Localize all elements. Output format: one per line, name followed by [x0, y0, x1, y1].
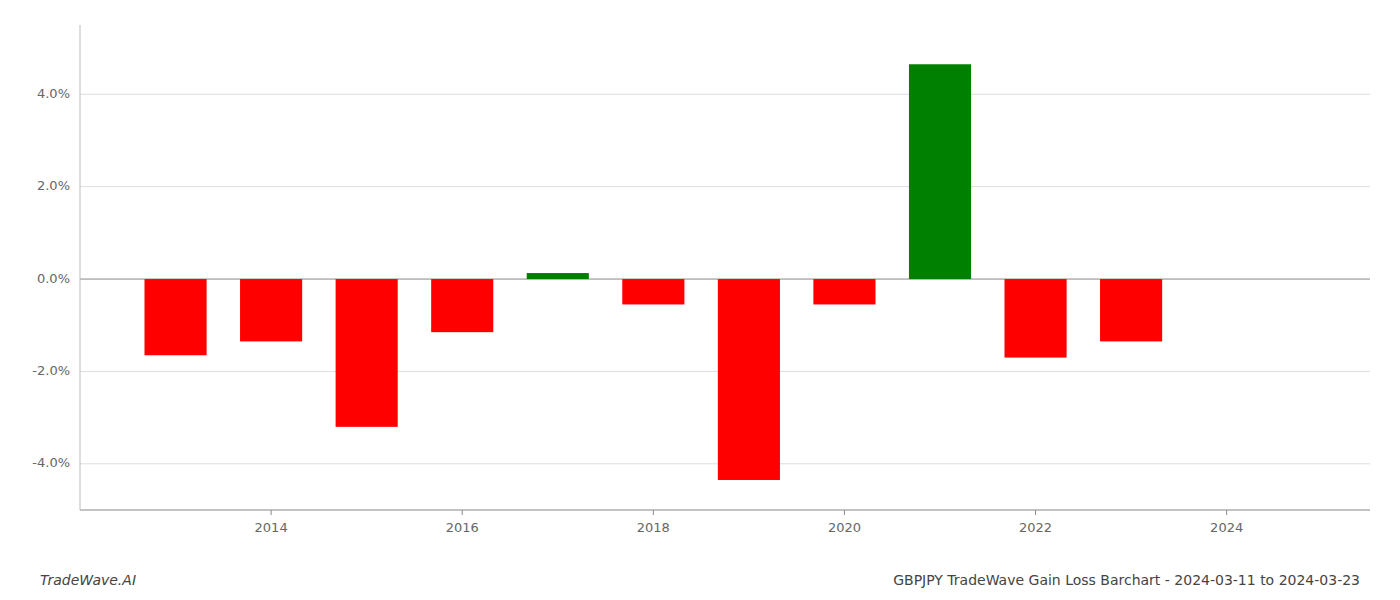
bar — [909, 64, 971, 279]
x-tick — [1035, 510, 1036, 515]
grid-line — [80, 186, 1370, 187]
bar — [622, 279, 684, 304]
y-tick-label: 4.0% — [37, 86, 70, 101]
x-tick-label: 2022 — [1019, 520, 1052, 535]
x-tick-label: 2020 — [828, 520, 861, 535]
bar — [1005, 279, 1067, 358]
bar — [431, 279, 493, 332]
grid-line — [80, 94, 1370, 95]
x-tick — [653, 510, 654, 515]
bar — [145, 279, 207, 355]
watermark: TradeWave.AI — [40, 572, 136, 588]
bar — [336, 279, 398, 427]
x-tick — [1226, 510, 1227, 515]
bar — [1196, 279, 1258, 280]
bar — [1100, 279, 1162, 341]
chart-container: -4.0% -2.0% 0.0% 2.0% 4.0% 2014 2016 2018 2020 20… — [0, 0, 1400, 600]
x-axis-line — [80, 509, 1370, 510]
chart-svg: -4.0% -2.0% 0.0% 2.0% 4.0% 2014 2016 2018 2020 20… — [0, 0, 1400, 600]
x-tick — [271, 510, 272, 515]
y-tick-label: -2.0% — [32, 363, 70, 378]
bars — [145, 64, 1163, 480]
x-tick-label: 2014 — [255, 520, 288, 535]
bar — [240, 279, 302, 341]
y-axis-line — [80, 25, 81, 510]
bar — [718, 279, 780, 480]
bar — [527, 273, 589, 279]
title: GBPJPY TradeWave Gain Loss Barchart - 20… — [893, 572, 1360, 588]
x-tick-label: 2024 — [1210, 520, 1243, 535]
x-tick — [844, 510, 845, 515]
y-tick-label: 2.0% — [37, 178, 70, 193]
x-tick-label: 2016 — [446, 520, 479, 535]
y-tick-label: -4.0% — [32, 455, 70, 470]
x-tick-label: 2018 — [637, 520, 670, 535]
y-tick-label: 0.0% — [37, 271, 70, 286]
x-tick — [462, 510, 463, 515]
bar — [813, 279, 875, 304]
